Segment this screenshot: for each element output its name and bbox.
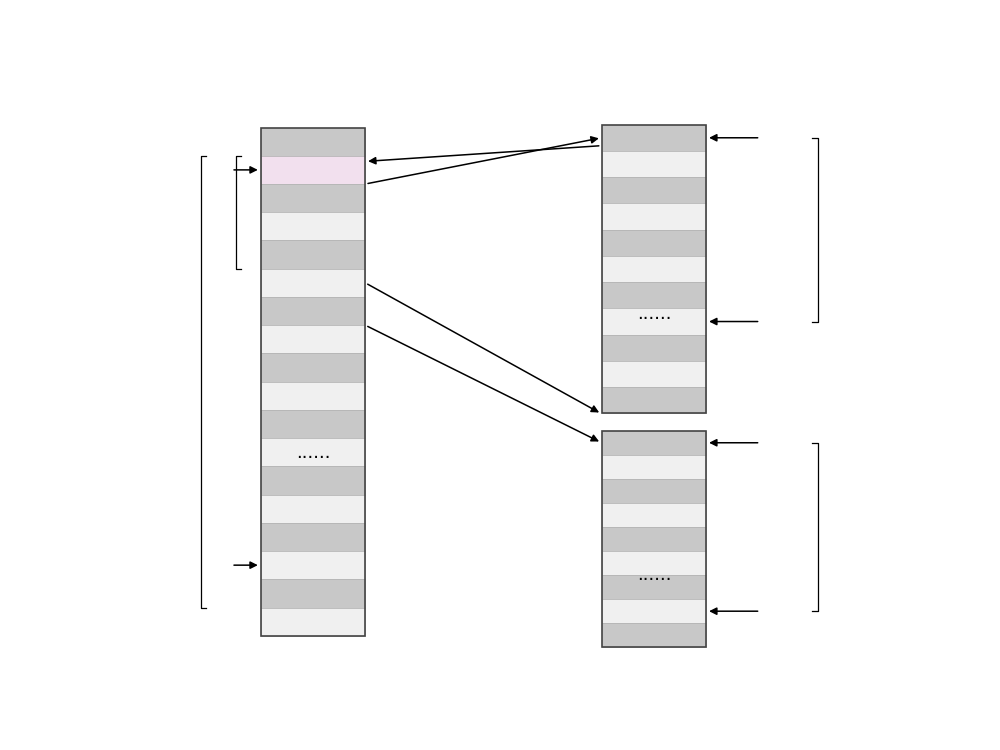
Text: ......: ...... — [637, 566, 671, 584]
Bar — [261, 523, 365, 551]
Bar — [261, 241, 365, 268]
Bar — [602, 177, 706, 203]
Bar — [602, 527, 706, 551]
Bar — [261, 494, 365, 523]
Bar — [261, 438, 365, 466]
Bar — [602, 503, 706, 527]
Bar — [261, 382, 365, 410]
Bar — [602, 551, 706, 575]
Bar — [261, 184, 365, 212]
Bar — [261, 156, 365, 184]
Bar — [602, 124, 706, 151]
Bar — [602, 308, 706, 334]
Bar — [602, 387, 706, 413]
Bar — [602, 430, 706, 647]
Bar — [261, 466, 365, 494]
Bar — [602, 124, 706, 413]
Text: ......: ...... — [637, 305, 671, 323]
Bar — [261, 326, 365, 353]
Bar — [602, 599, 706, 623]
Bar — [602, 230, 706, 256]
Bar — [602, 282, 706, 308]
Bar — [602, 430, 706, 454]
Bar — [261, 353, 365, 382]
Bar — [602, 334, 706, 361]
Bar — [261, 551, 365, 579]
Bar — [261, 128, 365, 636]
Bar — [602, 478, 706, 503]
Text: ......: ...... — [296, 444, 330, 462]
Bar — [261, 579, 365, 608]
Bar — [261, 128, 365, 156]
Bar — [602, 256, 706, 282]
Bar — [261, 297, 365, 326]
Bar — [602, 454, 706, 478]
Bar — [602, 203, 706, 229]
Bar — [602, 623, 706, 647]
Bar — [261, 212, 365, 241]
Bar — [602, 575, 706, 599]
Bar — [261, 608, 365, 636]
Bar — [602, 151, 706, 177]
Bar — [261, 268, 365, 297]
Bar — [261, 410, 365, 438]
Bar — [602, 361, 706, 387]
